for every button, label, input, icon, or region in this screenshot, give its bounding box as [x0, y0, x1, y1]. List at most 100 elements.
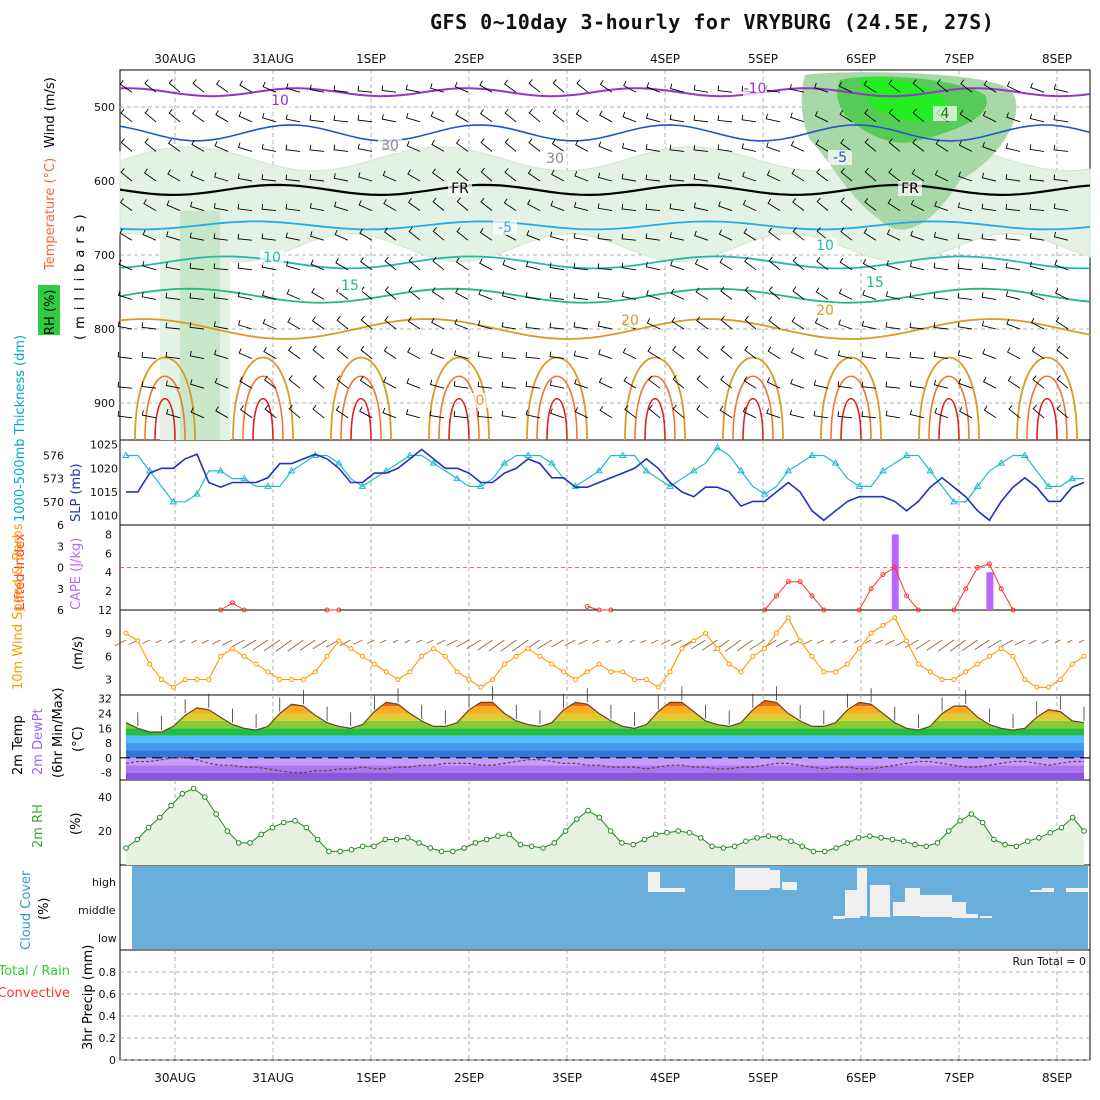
wind-barb — [384, 256, 397, 271]
wind-barb — [406, 378, 421, 389]
wind-barb — [909, 352, 925, 360]
cloud-patch — [1066, 888, 1088, 892]
temp-band — [126, 728, 1084, 736]
lifted-index-point — [986, 561, 992, 567]
wind-barb — [384, 286, 397, 300]
wind10-barb — [191, 639, 198, 644]
thickness-point — [429, 459, 438, 466]
wind-barb — [575, 109, 589, 123]
wind10-point — [194, 677, 200, 683]
wind-barb — [744, 286, 757, 300]
wind-barb — [599, 110, 613, 123]
wind-barb — [1032, 375, 1045, 389]
thickness-point — [926, 466, 935, 474]
wind-barb — [214, 349, 229, 360]
wind-barb — [696, 405, 709, 419]
wind-barb — [191, 139, 205, 152]
wind-barb — [767, 346, 781, 359]
wind10-point — [324, 653, 330, 659]
wind-barb — [1006, 347, 1021, 359]
rh-max-region — [860, 77, 946, 122]
pressure-tick-label: 900 — [94, 397, 115, 410]
contour-label: 30 — [381, 138, 399, 154]
wind-barb — [189, 263, 205, 271]
wind-barb — [334, 201, 349, 212]
rh-legend-box — [38, 285, 60, 335]
wind-barb — [165, 262, 181, 271]
contour-label: 15 — [341, 278, 359, 294]
rh2m-point — [495, 833, 501, 839]
wind10-point — [939, 677, 945, 683]
wind-barb — [552, 108, 565, 123]
wind10-tick-label: 12 — [98, 604, 112, 617]
date-label-bottom: 8SEP — [1042, 1071, 1072, 1085]
wind-barb — [885, 322, 901, 330]
wind-barb — [528, 79, 541, 93]
wind-barb — [549, 231, 565, 241]
wind10-point — [632, 677, 638, 683]
wind-barb — [622, 111, 637, 123]
wind-barb — [792, 256, 805, 271]
rh2m-point — [991, 836, 997, 843]
wind10-barb — [550, 639, 564, 648]
wind-barb — [455, 257, 469, 271]
wind-barb — [190, 407, 205, 419]
wind-barb — [670, 288, 685, 300]
rh2m-label: 2m RH — [31, 804, 46, 848]
isotherm-25-cell — [928, 375, 970, 441]
thickness-point — [855, 482, 864, 489]
wind-barb — [141, 410, 157, 419]
cloud-patch — [833, 916, 845, 919]
wind10-barb — [142, 639, 150, 645]
temp-band — [126, 720, 1084, 729]
wind10-tick-label: 9 — [105, 627, 112, 640]
contour-label: -5 — [498, 220, 512, 236]
rh2m-point — [1058, 824, 1065, 831]
lifted-index-label: Lifted Index — [13, 533, 28, 610]
wind-barb — [335, 405, 349, 419]
lifted-index-point — [218, 607, 224, 613]
wind-barb — [477, 411, 493, 419]
wind-barb — [981, 263, 997, 271]
wind10-point — [135, 638, 141, 644]
wind10-point — [395, 677, 401, 683]
wind-barb — [501, 321, 517, 330]
wind-barb — [431, 139, 445, 152]
wind-barb — [719, 405, 733, 419]
wind-barb — [957, 321, 973, 330]
wind10-barb — [961, 639, 978, 652]
isotherm-minus10 — [119, 87, 1091, 98]
wind-barb — [696, 345, 709, 359]
wind-barb — [573, 350, 589, 360]
wind-barb — [981, 292, 997, 300]
wind10-point — [549, 661, 555, 667]
wind-barb — [213, 233, 229, 241]
wind10-point — [1057, 677, 1063, 683]
wind-barb — [406, 141, 421, 152]
wind10-point — [1022, 677, 1028, 683]
wind10-point — [147, 661, 153, 667]
wind10-barb — [949, 639, 966, 652]
contour-label-bg — [813, 303, 837, 318]
wind-barb — [456, 227, 469, 241]
wind10-point — [454, 669, 460, 675]
wind-barb — [1029, 233, 1045, 241]
wind10-point — [466, 677, 472, 683]
rh2m-point — [968, 811, 975, 817]
wind-barb — [1029, 261, 1045, 271]
cloud-patch — [893, 902, 905, 916]
wind-barb — [888, 79, 901, 93]
wind10-point — [1046, 684, 1052, 690]
contour-label-bg — [898, 181, 922, 196]
wind-barb — [669, 114, 685, 123]
lifted-index-point — [975, 565, 981, 570]
rh2m-point — [810, 848, 817, 855]
temp-tick-label: 0 — [105, 752, 112, 765]
lifted-index-line — [764, 581, 825, 611]
wind10-point — [986, 653, 992, 659]
contour-label-bg — [268, 93, 292, 108]
wind10-barb — [915, 639, 931, 650]
rh2m-point — [562, 828, 569, 834]
slp-tick-label: 1020 — [90, 462, 118, 475]
contour-label-bg — [863, 275, 887, 290]
